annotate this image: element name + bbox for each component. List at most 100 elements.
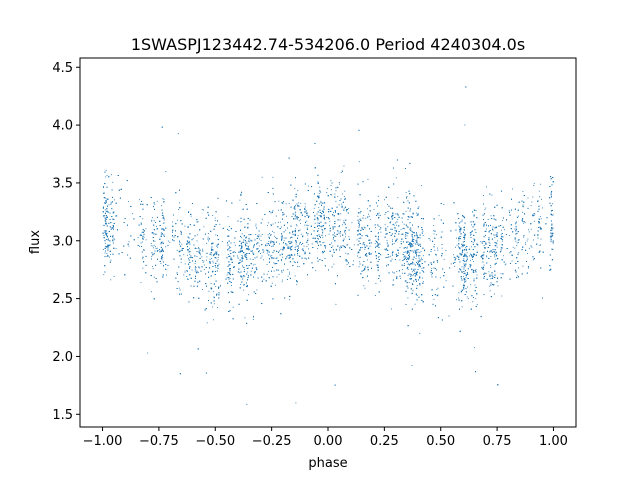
data-point [322, 236, 324, 238]
data-point [280, 259, 282, 260]
data-point [266, 252, 268, 254]
data-point [330, 180, 332, 182]
data-point [128, 245, 130, 247]
data-point [139, 245, 140, 247]
data-point [228, 310, 230, 312]
data-point [552, 227, 554, 229]
data-point [111, 207, 113, 209]
data-point [418, 266, 420, 268]
data-point [392, 251, 394, 253]
data-point [539, 216, 541, 218]
data-point [489, 285, 491, 287]
data-point [433, 218, 435, 220]
data-point [463, 238, 465, 240]
data-point [527, 267, 529, 269]
data-point [287, 247, 289, 249]
data-point [324, 219, 326, 221]
data-point [227, 254, 229, 255]
data-point [279, 250, 280, 252]
data-point [104, 252, 106, 254]
data-point [540, 218, 542, 220]
data-points [102, 86, 554, 406]
data-point [212, 319, 214, 321]
data-point [340, 235, 341, 237]
data-point [379, 229, 381, 230]
data-point [276, 276, 278, 278]
data-point [278, 209, 279, 211]
data-point [216, 244, 218, 246]
data-point [103, 274, 105, 276]
data-point [215, 251, 216, 253]
data-point [275, 284, 277, 286]
data-point [458, 225, 460, 227]
data-point [240, 248, 242, 250]
data-point [163, 222, 165, 224]
data-point [460, 236, 462, 237]
data-point [533, 182, 535, 184]
data-point [511, 260, 513, 262]
data-point [177, 133, 179, 135]
data-point [465, 254, 467, 256]
data-point [142, 267, 144, 269]
data-point [211, 270, 213, 272]
data-point [392, 215, 394, 217]
data-point [212, 270, 214, 272]
data-point [183, 254, 185, 256]
data-point [256, 289, 258, 291]
data-point [363, 226, 365, 228]
data-point [525, 243, 527, 245]
data-point [484, 230, 486, 232]
data-point [539, 196, 541, 198]
data-point [496, 246, 498, 248]
data-point [482, 258, 484, 260]
data-point [550, 194, 552, 196]
data-point [437, 287, 439, 289]
data-point [365, 235, 367, 237]
data-point [261, 233, 263, 235]
data-point [319, 186, 321, 188]
data-point [494, 237, 496, 239]
data-point [262, 259, 264, 261]
data-point [106, 256, 108, 257]
data-point [278, 273, 280, 275]
data-point [508, 235, 510, 236]
data-point [422, 235, 424, 237]
data-point [422, 230, 424, 232]
data-point [191, 269, 193, 271]
data-point [259, 238, 260, 240]
data-point [509, 252, 511, 254]
data-point [491, 194, 493, 196]
data-point [390, 255, 392, 257]
data-point [245, 256, 246, 258]
data-point [359, 218, 361, 220]
data-point [394, 230, 396, 232]
data-point [421, 277, 423, 279]
data-point [323, 242, 325, 244]
data-point [485, 207, 487, 209]
data-point [270, 224, 272, 226]
data-point [433, 230, 435, 232]
data-point [339, 225, 340, 226]
data-point [243, 269, 245, 271]
data-point [112, 235, 114, 236]
data-point [522, 191, 524, 193]
data-point [466, 286, 468, 288]
data-point [385, 257, 387, 258]
data-point [234, 252, 236, 254]
data-point [412, 290, 414, 292]
data-point [524, 222, 526, 224]
data-point [461, 266, 463, 268]
data-point [412, 212, 414, 214]
data-point [180, 230, 182, 232]
data-point [229, 270, 231, 272]
data-point [154, 240, 156, 242]
data-point [359, 256, 361, 258]
data-point [528, 229, 529, 231]
data-point [187, 279, 189, 280]
data-point [178, 287, 180, 289]
data-point [106, 201, 107, 203]
data-point [367, 178, 369, 180]
data-point [364, 287, 366, 289]
data-point [380, 231, 382, 233]
data-point [295, 211, 297, 213]
